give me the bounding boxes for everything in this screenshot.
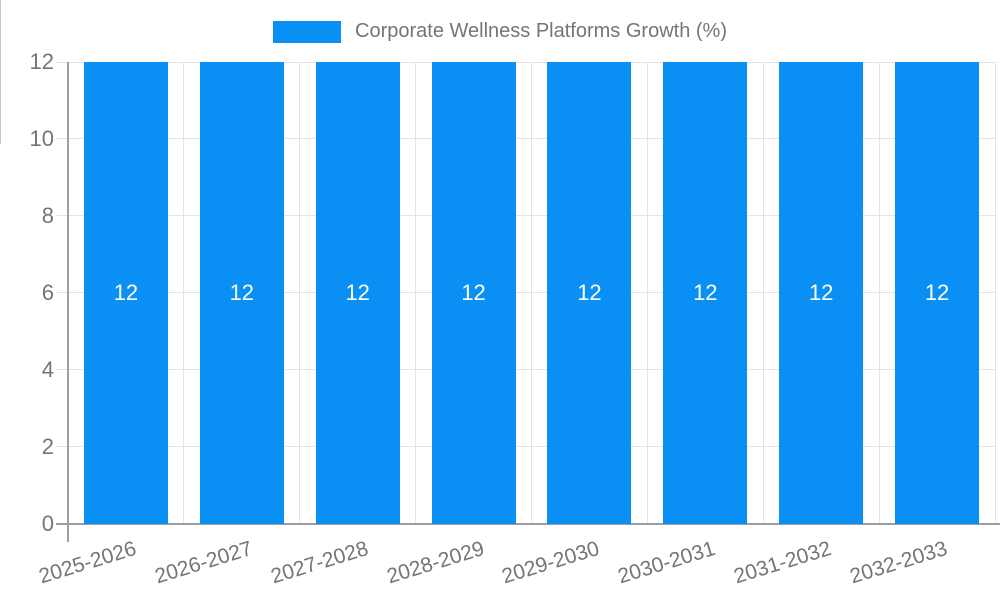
h-gridline [56,215,995,217]
v-gridline [994,62,996,524]
y-tick-label: 0 [41,510,54,536]
bar-value-label: 12 [113,279,139,305]
x-axis-tick [0,54,1,72]
x-tick-label: 2028-2029 [383,536,487,589]
bar-value-label: 12 [461,279,486,305]
x-tick-label: 2030-2031 [615,536,719,589]
x-tick-label: 2031-2032 [731,536,835,589]
bar-value-label: 12 [229,279,255,305]
v-gridline [878,62,880,524]
x-tick-label: 2032-2033 [847,536,951,589]
x-axis-line [56,522,1000,525]
x-axis-tick [0,108,1,126]
bar: 12 [83,62,168,524]
h-gridline [56,369,995,371]
bar-value-label: 12 [577,279,602,305]
v-gridline [299,62,301,524]
bar: 12 [663,62,748,524]
h-gridline [56,61,995,63]
x-axis-tick [0,18,1,36]
x-axis-tick [0,90,1,108]
bar-value-label: 12 [693,279,718,305]
y-tick-label: 4 [41,356,54,382]
v-gridline [531,62,532,524]
y-tick-label: 12 [29,49,54,74]
bar: 12 [895,62,980,524]
v-gridline [762,62,764,524]
x-axis-tick [0,72,1,90]
h-gridline [56,446,995,448]
bar: 12 [431,62,516,524]
x-tick-label: 2029-2030 [499,536,603,589]
v-gridline [646,62,648,524]
x-tick-label: 2026-2027 [152,536,255,589]
x-axis-tick [0,0,1,18]
h-gridline [56,292,995,294]
x-axis-tick [0,126,1,144]
x-axis-tick [0,36,1,54]
v-gridline [415,62,417,524]
y-tick-label: 8 [41,202,54,228]
legend-swatch [273,20,342,43]
y-axis-line [67,62,69,542]
x-tick-label: 2025-2026 [36,536,139,589]
bar: 12 [547,62,632,524]
bar: 12 [199,62,284,524]
legend-label: Corporate Wellness Platforms Growth (%) [355,20,727,42]
bar: 12 [315,62,400,524]
y-tick-label: 10 [29,125,54,151]
bar-value-label: 12 [808,279,834,305]
bar-value-label: 12 [924,279,950,305]
v-gridline [183,62,185,524]
chart-legend: Corporate Wellness Platforms Growth (%) [0,20,1000,43]
bar: 12 [779,62,864,524]
bar-value-label: 12 [345,279,370,305]
y-tick-label: 6 [41,279,54,305]
x-tick-label: 2027-2028 [267,536,371,589]
y-tick-label: 2 [41,433,54,459]
h-gridline [56,138,995,140]
